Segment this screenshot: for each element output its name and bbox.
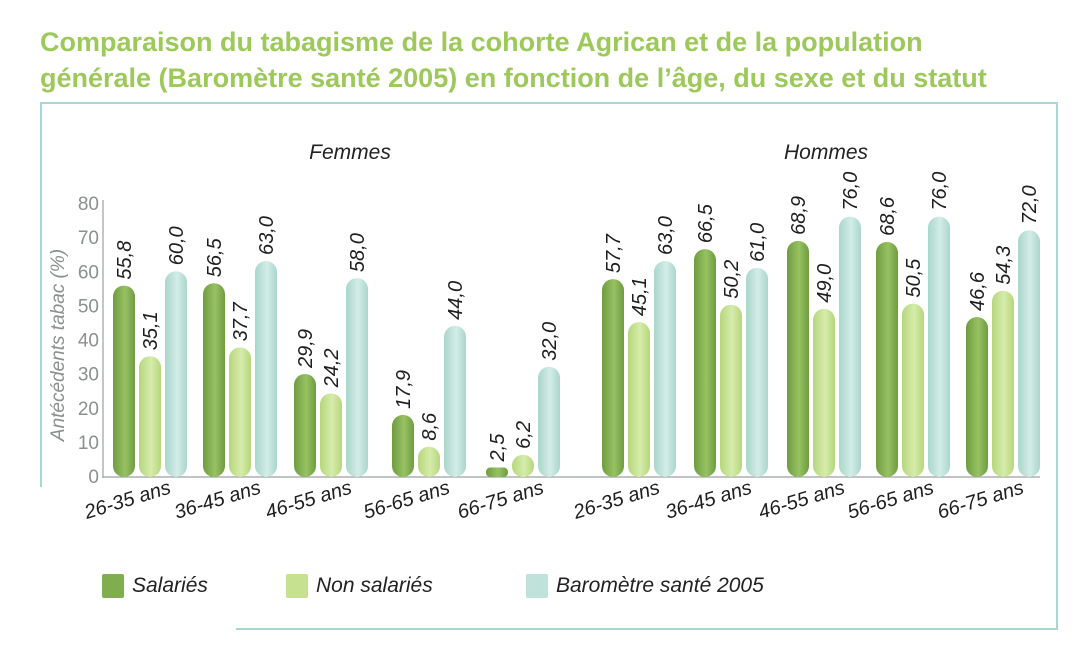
y-tick-label: 60 (78, 262, 99, 283)
data-label: 24,2 (321, 348, 343, 388)
data-label: 8,6 (419, 412, 441, 441)
y-tick-label: 80 (78, 194, 99, 215)
x-tick-label: 56-65 ans (845, 477, 937, 524)
y-tick-label: 10 (78, 433, 99, 454)
x-tick-label: 66-75 ans (455, 477, 547, 524)
bar (113, 285, 135, 477)
data-label: 66,5 (695, 203, 717, 243)
legend-item-barometre: Baromètre santé 2005 (526, 572, 764, 600)
group-title-hommes: Hommes (784, 141, 869, 164)
title-line-1: Comparaison du tabagisme de la cohorte A… (40, 27, 923, 57)
data-label: 46,6 (967, 271, 989, 311)
y-tick-label: 20 (78, 399, 99, 420)
frame-left-border (40, 102, 42, 487)
data-label: 44,0 (445, 281, 467, 320)
data-label: 61,0 (747, 223, 769, 262)
y-tick-label: 50 (78, 296, 99, 317)
bar (813, 308, 835, 477)
data-label: 72,0 (1019, 185, 1041, 224)
frame-top-border (40, 102, 1058, 104)
bar (512, 454, 534, 477)
legend-swatch-barometre (526, 574, 548, 598)
frame-bottom-border (236, 628, 1058, 630)
bar (602, 279, 624, 477)
chart-title: Comparaison du tabagisme de la cohorte A… (40, 24, 1070, 96)
data-label: 29,9 (295, 329, 317, 369)
bar (1018, 230, 1040, 477)
title-line-2: générale (Baromètre santé 2005) en fonct… (40, 63, 987, 93)
data-label: 68,6 (877, 196, 899, 236)
x-tick-label: 56-65 ans (361, 477, 453, 524)
x-tick-label: 36-45 ans (172, 477, 264, 524)
data-label: 68,9 (788, 196, 810, 235)
y-axis-label: Antécédents tabac (%) (48, 249, 69, 442)
x-tick-label: 46-55 ans (756, 477, 848, 524)
bar (444, 325, 466, 477)
data-label: 32,0 (539, 322, 561, 361)
bar (165, 271, 187, 477)
y-tick-label: 30 (78, 365, 99, 386)
data-label: 57,7 (603, 233, 625, 273)
data-label: 76,0 (840, 172, 862, 211)
bar (746, 267, 768, 477)
legend-item-non-salaries: Non salariés (286, 572, 433, 600)
bar (720, 304, 742, 477)
bar (538, 366, 560, 477)
y-tick-label: 40 (78, 331, 99, 352)
bar (654, 261, 676, 477)
legend-swatch-non-salaries (286, 574, 308, 598)
data-label: 56,5 (204, 237, 226, 277)
data-label: 54,3 (993, 246, 1015, 285)
data-label: 6,2 (513, 421, 535, 449)
bar (486, 467, 508, 477)
frame-right-border (1056, 102, 1058, 630)
bar (839, 216, 861, 477)
bar (418, 446, 440, 477)
bar (346, 278, 368, 477)
bar (255, 261, 277, 477)
legend-label-salaries: Salariés (132, 574, 208, 597)
x-tick-label: 66-75 ans (935, 477, 1027, 524)
data-label: 60,0 (166, 226, 188, 265)
bar (392, 414, 414, 477)
bar (928, 216, 950, 477)
data-label: 50,5 (903, 258, 925, 298)
data-label: 76,0 (929, 172, 951, 211)
legend-item-salaries: Salariés (102, 572, 208, 600)
x-tick-label: 36-45 ans (663, 477, 755, 524)
data-label: 45,1 (629, 277, 651, 316)
bar (694, 249, 716, 477)
x-tick-label: 46-55 ans (263, 477, 355, 524)
legend-swatch-salaries (102, 574, 124, 598)
data-label: 49,0 (814, 264, 836, 303)
bar (203, 283, 225, 477)
y-tick-label: 0 (88, 467, 99, 488)
x-tick-label: 26-35 ans (570, 477, 662, 524)
data-label: 37,7 (230, 302, 252, 342)
bar (876, 241, 898, 477)
y-tick-label: 70 (78, 228, 99, 249)
bar (787, 240, 809, 477)
data-label: 55,8 (114, 241, 136, 280)
data-label: 2,5 (487, 433, 509, 463)
bar (229, 347, 251, 477)
data-label: 35,1 (140, 311, 162, 350)
group-title-femmes: Femmes (309, 141, 391, 164)
data-label: 58,0 (347, 233, 369, 272)
bar (966, 316, 988, 477)
legend-label-barometre: Baromètre santé 2005 (556, 574, 764, 597)
data-label: 63,0 (256, 216, 278, 255)
bar (139, 356, 161, 477)
data-label: 50,2 (721, 260, 743, 299)
bar (320, 393, 342, 477)
bar (294, 373, 316, 477)
legend-label-non-salaries: Non salariés (316, 574, 433, 597)
data-label: 63,0 (655, 216, 677, 255)
bar (992, 290, 1014, 477)
data-label: 17,9 (393, 370, 415, 409)
bar (902, 303, 924, 477)
bar (628, 322, 650, 477)
